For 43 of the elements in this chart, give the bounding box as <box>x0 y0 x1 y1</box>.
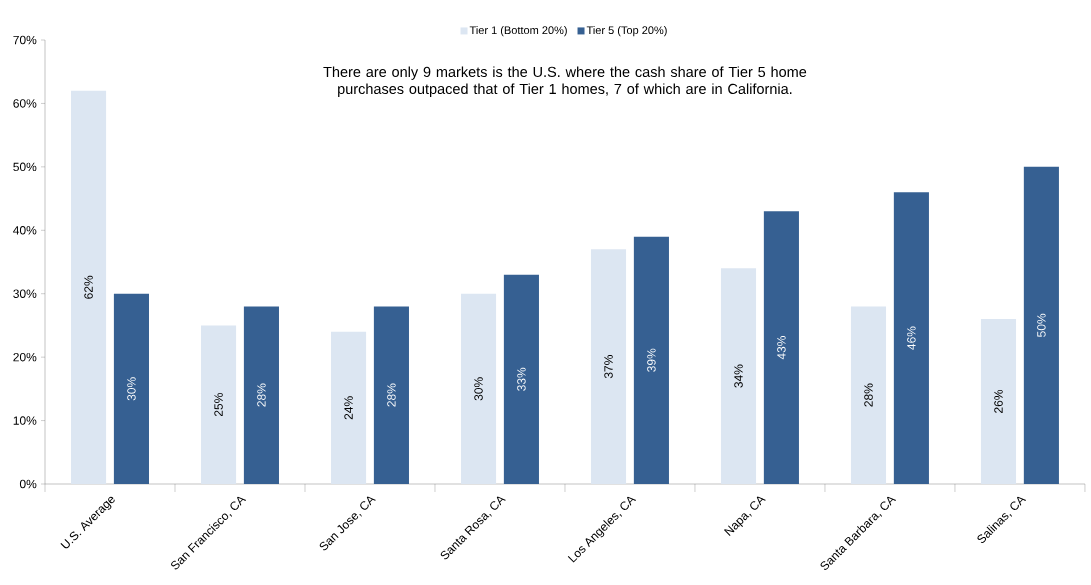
data-label: 34% <box>734 364 743 388</box>
data-label: 43% <box>777 336 786 360</box>
y-tick-label: 0% <box>19 479 37 489</box>
bar <box>113 293 149 484</box>
bar <box>980 319 1017 484</box>
bar <box>503 274 539 484</box>
y-tick-label: 70% <box>13 35 37 45</box>
bar <box>373 306 409 484</box>
y-tick-label: 40% <box>13 226 37 235</box>
bar <box>720 268 757 484</box>
data-label: 37% <box>604 355 613 379</box>
data-label: 30% <box>127 377 136 401</box>
y-tick-label: 20% <box>13 352 37 362</box>
bar <box>243 306 279 484</box>
legend-label: Tier 1 (Bottom 20%) <box>469 26 567 37</box>
data-label: 28% <box>864 383 873 407</box>
bar <box>460 293 497 484</box>
data-label: 25% <box>214 393 223 417</box>
bar <box>330 331 367 484</box>
bar <box>71 90 107 484</box>
data-label: 33% <box>517 367 526 391</box>
bar <box>590 249 627 484</box>
bar <box>200 325 237 484</box>
bar <box>1023 166 1059 484</box>
data-label: 28% <box>257 383 266 407</box>
bar <box>633 236 669 484</box>
text: There are only 9 markets is the U.S. where the cash share of Tier 5 home purchases outpaced that of Tier 1 homes, 7 of which are in California. <box>323 66 807 97</box>
data-label: 24% <box>344 396 353 420</box>
bar <box>850 306 887 484</box>
bar <box>763 211 799 484</box>
data-label: 26% <box>994 389 1003 413</box>
data-label: 30% <box>474 377 483 401</box>
y-tick-label: 60% <box>13 99 37 108</box>
bar <box>893 192 929 484</box>
y-tick-label: 30% <box>13 289 37 298</box>
data-label: 50% <box>1037 313 1046 337</box>
data-label: 62% <box>84 275 93 299</box>
y-tick-label: 10% <box>13 416 37 425</box>
data-label: 28% <box>387 383 396 407</box>
legend-label: Tier 5 (Top 20%) <box>586 26 667 37</box>
data-label: 46% <box>907 326 916 350</box>
data-label: 39% <box>647 348 656 372</box>
y-tick-label: 50% <box>13 162 37 172</box>
